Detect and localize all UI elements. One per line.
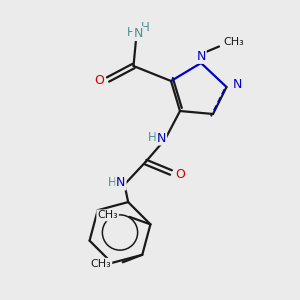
Text: CH₃: CH₃ (97, 210, 118, 220)
Text: H: H (107, 176, 116, 189)
Text: H: H (127, 26, 136, 39)
Text: CH₃: CH₃ (91, 259, 111, 269)
Text: N: N (133, 27, 143, 40)
Text: N: N (157, 131, 166, 145)
Text: N: N (116, 176, 126, 190)
Text: CH₃: CH₃ (224, 37, 244, 47)
Text: N: N (232, 77, 242, 91)
Text: H: H (140, 21, 149, 34)
Text: H: H (148, 130, 157, 144)
Text: N: N (196, 50, 206, 63)
Text: O: O (175, 168, 185, 182)
Text: O: O (95, 74, 104, 88)
